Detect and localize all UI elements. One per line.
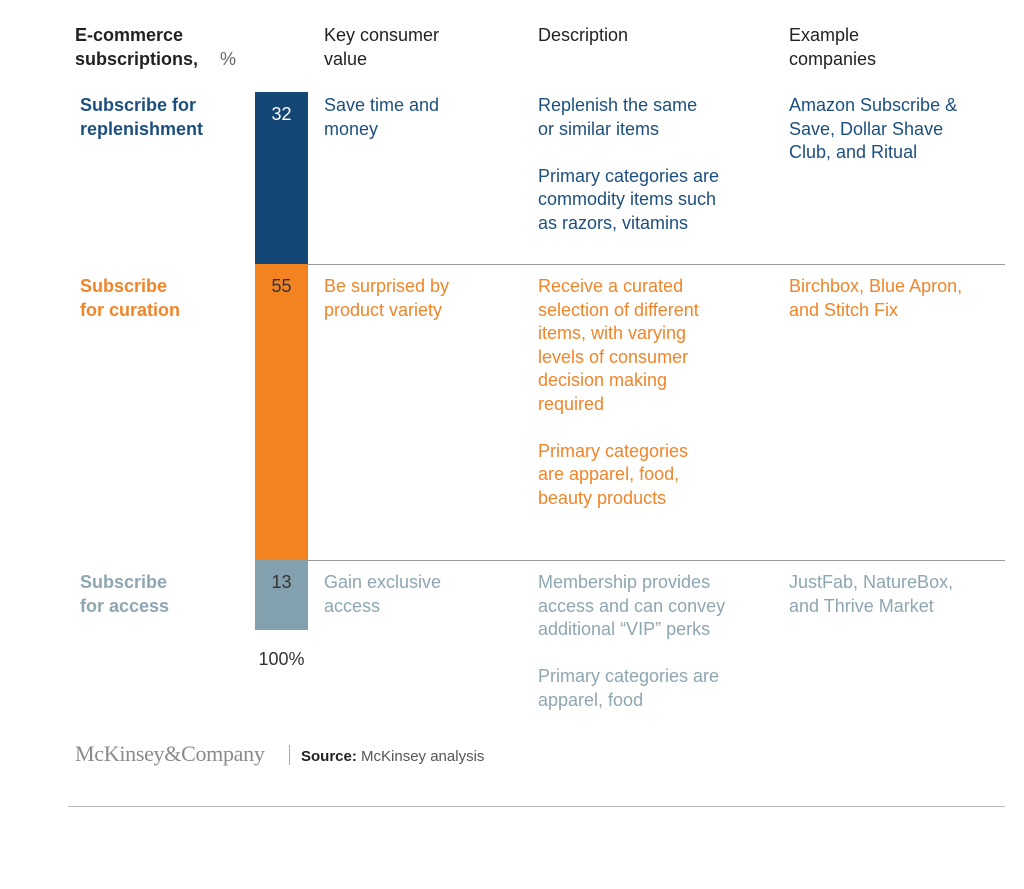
bar-segment-2 (255, 264, 308, 561)
bar-segment-1 (255, 92, 308, 265)
key-consumer-value: Be surprised by product variety (324, 276, 450, 320)
source-note: Source: McKinsey analysis (301, 745, 484, 769)
mckinsey-logo: McKinsey&Company (75, 741, 265, 766)
description-paragraph: Membership provides access and can conve… (538, 572, 726, 640)
header-subscriptions-title: E-commerce subscriptions, (75, 25, 199, 69)
description-paragraph: Primary categories are commodity items s… (538, 165, 720, 233)
row-divider (308, 264, 1005, 265)
description-paragraph: Receive a curated selection of different… (538, 276, 699, 414)
header-key-value: Key consumer value (324, 25, 440, 69)
description-paragraph: Replenish the same or similar items (538, 95, 698, 139)
bar-value-label: 32 (271, 104, 292, 124)
footer-divider (289, 745, 290, 765)
key-consumer-value: Gain exclusive access (324, 572, 442, 616)
header-companies: Example companies (789, 25, 877, 69)
row-divider (308, 560, 1005, 561)
bar-value-label: 55 (271, 276, 292, 297)
description: Receive a curated selection of different… (538, 275, 699, 534)
description: Replenish the same or similar items Prima… (538, 94, 719, 259)
example-companies: Birchbox, Blue Apron, and Stitch Fix (789, 276, 963, 320)
row-label: Subscribe for replenishment (80, 95, 204, 139)
example-companies: Amazon Subscribe & Save, Dollar Shave Cl… (789, 95, 958, 162)
key-consumer-value: Save time and money (324, 95, 440, 139)
description-paragraph: Primary categories are apparel, food, be… (538, 440, 689, 508)
header-subscriptions: E-commerce subscriptions, % (75, 24, 237, 71)
description: Membership provides access and can conve… (538, 571, 725, 736)
bottom-rule (68, 806, 1005, 807)
total-label: 100% (258, 649, 305, 669)
example-companies: JustFab, NatureBox, and Thrive Market (789, 572, 954, 616)
row-label: Subscribe for curation (80, 276, 181, 320)
bar-value-label: 13 (271, 572, 292, 593)
row-label: Subscribe for access (80, 572, 170, 616)
source-label: Source: (301, 748, 357, 765)
header-unit: % (220, 48, 237, 69)
source-text: McKinsey analysis (361, 748, 485, 765)
header-description: Description (538, 25, 629, 45)
bar-segment-3 (255, 560, 308, 630)
description-paragraph: Primary categories are apparel, food (538, 666, 720, 710)
